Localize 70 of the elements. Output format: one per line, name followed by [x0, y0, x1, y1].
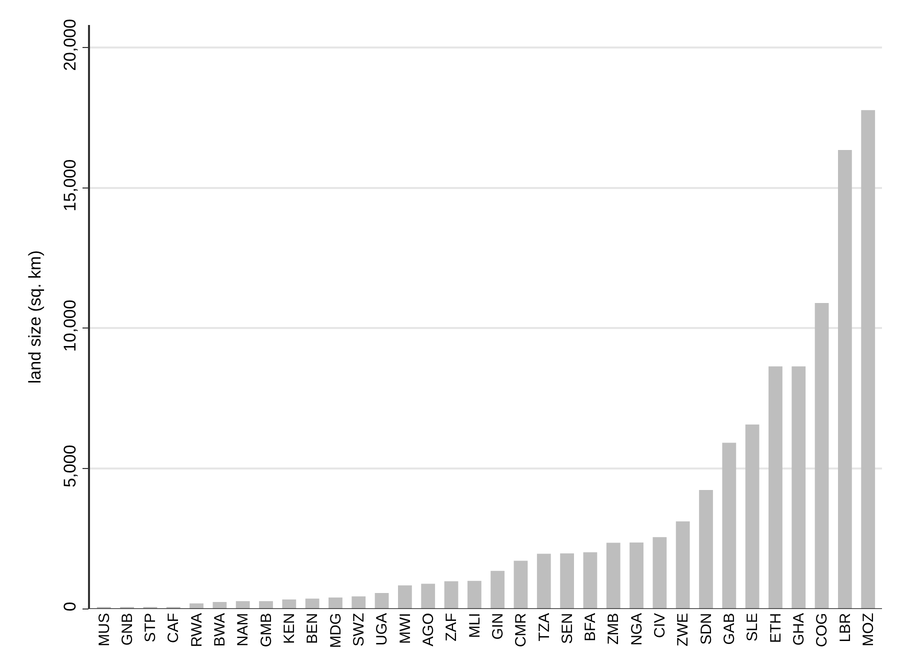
x-tick-label: BEN — [304, 613, 322, 644]
x-tick-label: ZMB — [605, 613, 622, 645]
bar — [236, 601, 250, 609]
bar — [583, 552, 598, 609]
x-tick-label: ZAF — [443, 613, 460, 642]
bar — [814, 302, 829, 609]
x-tick-label: CAF — [165, 613, 182, 643]
x-tick-label: LBR — [836, 612, 854, 642]
bar — [514, 560, 528, 609]
x-tick-label: RWA — [188, 613, 206, 648]
x-tick-label: STP — [142, 613, 160, 642]
bar — [699, 490, 713, 609]
x-tick-label: GIN — [489, 613, 506, 640]
bar — [444, 581, 458, 609]
bar — [792, 366, 806, 609]
x-tick-label: MDG — [327, 613, 344, 648]
bar — [745, 424, 760, 609]
y-axis-title: land size (sq. km) — [26, 250, 44, 384]
bar — [305, 598, 320, 609]
bar — [768, 366, 782, 609]
bar — [421, 584, 436, 609]
y-tick-label: 10,000 — [60, 300, 80, 352]
bar — [606, 542, 620, 609]
x-tick-label: MOZ — [860, 613, 877, 646]
x-tick-label: ZWE — [674, 613, 692, 646]
bar — [398, 585, 412, 609]
x-tick-label: GAB — [721, 613, 738, 645]
x-tick-label: GMB — [258, 613, 275, 648]
bar — [374, 593, 389, 609]
bar — [652, 537, 667, 609]
x-tick-label: GNB — [118, 613, 136, 646]
bar — [467, 580, 482, 609]
bar — [676, 521, 690, 609]
bar — [328, 597, 342, 609]
x-tick-label: CMR — [512, 612, 530, 648]
y-tick-label: 0 — [60, 602, 80, 612]
bar — [190, 603, 204, 609]
bar — [722, 442, 736, 609]
x-tick-label: MWI — [396, 613, 414, 644]
x-tick-label: NGA — [628, 613, 646, 646]
bar — [630, 542, 644, 609]
x-tick-label: SLE — [744, 613, 762, 642]
bar — [212, 602, 227, 609]
x-tick-label: SWZ — [350, 613, 368, 646]
bar — [352, 596, 366, 609]
x-tick-label: SDN — [698, 613, 715, 645]
x-tick-label: TZA — [536, 613, 553, 642]
x-tick-label: AGO — [420, 613, 437, 646]
y-tick-label: 15,000 — [60, 159, 80, 212]
bar — [490, 570, 505, 609]
x-tick-label: KEN — [281, 613, 298, 644]
bar — [560, 553, 574, 609]
bar — [259, 601, 273, 609]
bar — [861, 110, 876, 609]
x-tick-label: GHA — [790, 613, 808, 646]
x-tick-label: NAM — [234, 613, 252, 646]
x-tick-label: BWA — [212, 613, 229, 647]
x-tick-label: UGA — [374, 613, 391, 646]
bar — [536, 554, 551, 609]
x-tick-label: BFA — [582, 613, 600, 642]
bar — [838, 150, 852, 609]
y-tick-label: 5,000 — [60, 444, 80, 488]
x-tick-label: SEN — [558, 613, 576, 644]
x-tick-label: COG — [814, 613, 831, 648]
bar — [282, 599, 296, 609]
x-tick-label: ETH — [767, 613, 784, 643]
x-tick-label: MLI — [466, 613, 484, 638]
x-tick-label: CIV — [652, 613, 669, 638]
y-tick-label: 20,000 — [60, 18, 80, 71]
x-tick-label: MUS — [96, 613, 113, 646]
